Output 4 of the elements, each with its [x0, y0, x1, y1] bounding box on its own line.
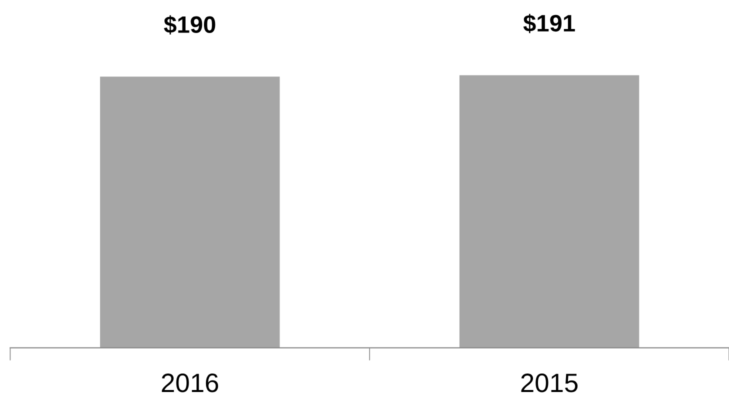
- data-label: $190: [164, 15, 216, 35]
- x-tick-label: 2015: [521, 374, 578, 392]
- x-tick-label: 2016: [162, 374, 218, 392]
- data-label: $191: [523, 14, 575, 34]
